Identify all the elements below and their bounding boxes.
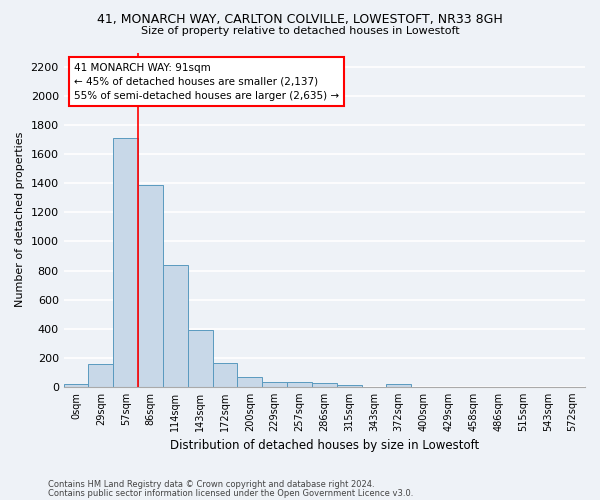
Bar <box>212 363 238 387</box>
Bar <box>138 185 163 387</box>
Y-axis label: Number of detached properties: Number of detached properties <box>15 132 25 308</box>
Bar <box>238 377 262 387</box>
Text: 41 MONARCH WAY: 91sqm
← 45% of detached houses are smaller (2,137)
55% of semi-d: 41 MONARCH WAY: 91sqm ← 45% of detached … <box>74 62 339 100</box>
Bar <box>64 384 88 387</box>
Bar <box>287 382 312 387</box>
Bar <box>88 364 113 387</box>
Bar <box>113 138 138 387</box>
Text: 41, MONARCH WAY, CARLTON COLVILLE, LOWESTOFT, NR33 8GH: 41, MONARCH WAY, CARLTON COLVILLE, LOWES… <box>97 12 503 26</box>
Bar <box>188 330 212 387</box>
X-axis label: Distribution of detached houses by size in Lowestoft: Distribution of detached houses by size … <box>170 440 479 452</box>
Bar <box>312 382 337 387</box>
Bar <box>386 384 411 387</box>
Text: Contains public sector information licensed under the Open Government Licence v3: Contains public sector information licen… <box>48 489 413 498</box>
Text: Size of property relative to detached houses in Lowestoft: Size of property relative to detached ho… <box>140 26 460 36</box>
Text: Contains HM Land Registry data © Crown copyright and database right 2024.: Contains HM Land Registry data © Crown c… <box>48 480 374 489</box>
Bar <box>163 266 188 387</box>
Bar <box>262 382 287 387</box>
Bar <box>337 384 362 387</box>
